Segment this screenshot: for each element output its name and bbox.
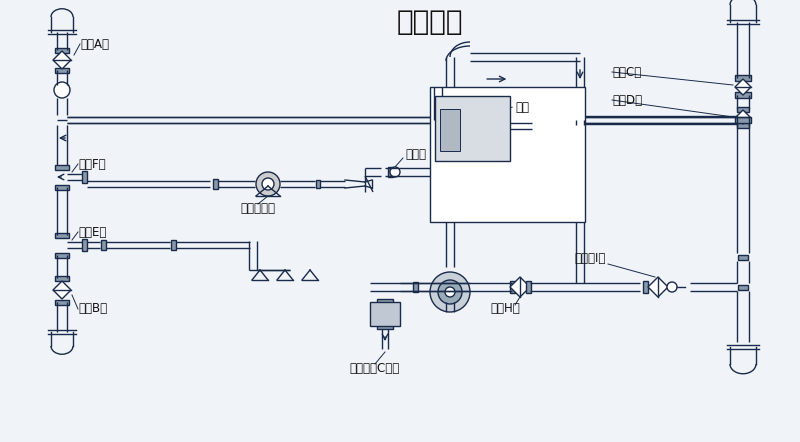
Text: 球阀E关: 球阀E关 [78, 225, 106, 239]
Text: 球阀D关: 球阀D关 [612, 94, 642, 107]
Bar [542, 114, 547, 126]
Bar [370, 302, 400, 326]
Text: 球阀A关: 球阀A关 [80, 38, 109, 50]
Text: 洒水炮出口: 洒水炮出口 [241, 202, 275, 216]
Bar [430, 87, 585, 222]
Circle shape [532, 119, 544, 132]
Polygon shape [736, 110, 750, 124]
Bar [737, 107, 749, 111]
Circle shape [430, 272, 470, 312]
Circle shape [465, 118, 481, 133]
Bar [642, 281, 647, 293]
Bar [510, 281, 514, 293]
Bar [377, 299, 393, 305]
Polygon shape [53, 281, 71, 299]
Text: 罐体口: 罐体口 [405, 148, 426, 160]
Text: 水泵加水: 水泵加水 [397, 8, 463, 36]
Bar [435, 96, 510, 161]
Bar [213, 179, 218, 189]
Text: 球阀B关: 球阀B关 [78, 302, 107, 316]
Bar [735, 92, 751, 98]
Bar [526, 281, 530, 293]
Bar [55, 47, 69, 53]
Text: 水泵: 水泵 [515, 101, 530, 114]
Circle shape [54, 82, 70, 98]
Circle shape [667, 282, 677, 292]
Circle shape [445, 287, 455, 297]
Polygon shape [735, 79, 751, 95]
Bar [82, 239, 86, 251]
Polygon shape [53, 51, 71, 69]
Bar [377, 323, 393, 329]
Bar [82, 171, 86, 183]
Text: 三通球阀C加水: 三通球阀C加水 [350, 362, 400, 376]
Bar [55, 252, 69, 258]
Bar [440, 109, 460, 151]
Bar [573, 115, 578, 125]
Circle shape [457, 110, 489, 141]
Text: 球阀H开: 球阀H开 [490, 302, 520, 316]
Circle shape [438, 280, 462, 304]
Bar [55, 232, 69, 237]
Bar [55, 300, 69, 305]
Bar [55, 184, 69, 190]
Bar [55, 68, 69, 72]
Polygon shape [510, 277, 530, 297]
Bar [735, 75, 751, 81]
Circle shape [262, 178, 274, 190]
Bar [101, 240, 106, 250]
Bar [55, 275, 69, 281]
Bar [316, 180, 320, 188]
Bar [55, 164, 69, 169]
Text: 球阀F关: 球阀F关 [78, 157, 106, 171]
Circle shape [256, 172, 280, 196]
Bar [738, 255, 748, 259]
Bar [413, 282, 418, 292]
Bar [434, 118, 442, 122]
Text: 球阀C关: 球阀C关 [612, 65, 642, 79]
Bar [170, 240, 175, 250]
Bar [737, 122, 749, 127]
Bar [735, 117, 751, 123]
Circle shape [390, 167, 400, 177]
Bar [738, 285, 748, 290]
Polygon shape [648, 277, 668, 297]
Bar [387, 167, 393, 177]
Text: 消防栓I关: 消防栓I关 [574, 252, 606, 266]
